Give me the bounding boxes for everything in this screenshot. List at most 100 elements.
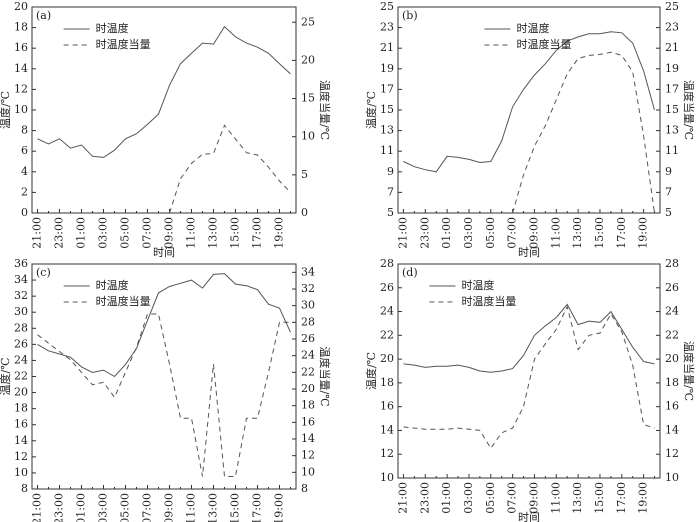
x-tick-label: 07:00	[141, 217, 154, 249]
y-tick-label: 8	[21, 482, 28, 495]
x-tick-label: 11:00	[549, 482, 562, 514]
y-tick-label: 14	[380, 423, 394, 436]
y2-tick-label: 10	[665, 471, 679, 484]
x-tick-label: 11:00	[549, 217, 562, 249]
x-tick-label: 07:00	[506, 217, 519, 249]
y2-tick-label: 5	[665, 206, 672, 219]
y-tick-label: 6	[21, 144, 28, 157]
x-tick-label: 23:00	[53, 493, 66, 522]
y-tick-label: 16	[14, 418, 28, 431]
y-tick-label: 14	[14, 62, 28, 75]
series-line	[169, 124, 291, 214]
legend-label: 时温度	[96, 278, 129, 292]
panel: 8 10 12 14 16 18 20 22 24 26 28 30 32 34 36 8 10 12 14 16 18…	[0, 257, 332, 522]
y2-tick-label: 26	[301, 332, 315, 345]
y2-tick-label: 13	[665, 124, 679, 137]
y2-tick-label: 24	[665, 305, 679, 318]
y-tick-label: 30	[14, 305, 28, 318]
y-axis-label: 温度/℃	[0, 91, 12, 129]
y2-tick-label: 9	[665, 165, 672, 178]
x-tick-label: 23:00	[418, 482, 431, 514]
x-tick-label: 05:00	[484, 482, 497, 514]
y2-tick-label: 25	[665, 0, 679, 13]
y2-axis-label: 温度当量/℃	[682, 341, 696, 401]
panel: 5 7 9 11 13 15 17 19 21 23 25 5 7 9 11 13 15 17 19 21 23 25 21…	[364, 0, 696, 259]
plot-frame	[397, 263, 661, 479]
y2-tick-label: 11	[665, 144, 679, 157]
y2-tick-label: 15	[301, 92, 315, 105]
x-tick-label: 21:00	[396, 217, 409, 249]
y-tick-label: 22	[380, 328, 394, 341]
series-line	[403, 305, 655, 450]
x-tick-label: 09:00	[163, 493, 176, 522]
y2-tick-label: 22	[665, 328, 679, 341]
plot-frame	[31, 6, 297, 214]
x-tick-label: 21:00	[396, 482, 409, 514]
x-tick-label: 17:00	[251, 493, 264, 522]
x-axis-label: 时间	[518, 511, 540, 522]
y-tick-label: 12	[14, 82, 28, 95]
series-line	[37, 25, 291, 158]
y-tick-label: 13	[380, 124, 394, 137]
x-tick-label: 01:00	[75, 217, 88, 249]
y2-tick-label: 30	[301, 299, 315, 312]
x-tick-label: 17:00	[251, 217, 264, 249]
y-tick-label: 16	[380, 400, 394, 413]
y-tick-label: 12	[14, 450, 28, 463]
y-tick-label: 15	[380, 103, 394, 116]
y-tick-label: 20	[14, 0, 28, 13]
y-tick-label: 8	[21, 124, 28, 137]
y2-tick-label: 0	[301, 206, 308, 219]
y2-tick-label: 7	[665, 185, 672, 198]
panel-label: (b)	[402, 9, 418, 22]
legend-label: 时温度当量	[516, 37, 571, 51]
panel-label: (a)	[36, 9, 51, 22]
y-tick-label: 34	[14, 273, 28, 286]
y2-axis-label: 温度当量/℃	[318, 346, 332, 406]
y2-tick-label: 21	[665, 41, 679, 54]
y2-tick-label: 20	[301, 382, 315, 395]
y2-tick-label: 24	[301, 349, 315, 362]
y2-axis-label: 温度当量/℃	[682, 80, 696, 140]
y2-tick-label: 15	[665, 103, 679, 116]
x-tick-label: 15:00	[593, 217, 606, 249]
y2-tick-label: 25	[301, 15, 315, 28]
y2-axis-label: 温度当量/℃	[318, 80, 332, 140]
y2-tick-label: 5	[301, 168, 308, 181]
x-tick-label: 13:00	[207, 217, 220, 249]
panel: 0 2 4 6 8 10 12 14 16 18 20 0 5 10 15 20 25 21:00 23:00 01:…	[0, 0, 332, 259]
x-tick-label: 07:00	[141, 493, 154, 522]
y2-tick-label: 32	[301, 282, 315, 295]
y-tick-label: 24	[14, 353, 28, 366]
legend-label: 时温度当量	[96, 294, 151, 308]
y2-tick-label: 18	[301, 399, 315, 412]
legend-label: 时温度	[461, 278, 494, 292]
legend-label: 时温度当量	[461, 294, 516, 308]
y2-tick-label: 10	[301, 465, 315, 478]
x-tick-label: 21:00	[31, 217, 44, 249]
x-tick-label: 09:00	[163, 217, 176, 249]
y-tick-label: 18	[380, 376, 394, 389]
panel: 10 12 14 16 18 20 22 24 26 28 10 12 14 16 18 20 22 24 26 28…	[364, 257, 696, 522]
x-tick-label: 13:00	[207, 493, 220, 522]
x-tick-label: 17:00	[615, 482, 628, 514]
x-tick-label: 03:00	[97, 217, 110, 249]
y-tick-label: 28	[14, 321, 28, 334]
x-tick-label: 19:00	[637, 217, 650, 249]
x-tick-label: 01:00	[440, 482, 453, 514]
x-tick-label: 19:00	[637, 482, 650, 514]
y-tick-label: 5	[387, 206, 394, 219]
y-tick-label: 16	[14, 41, 28, 54]
y2-tick-label: 34	[301, 265, 315, 278]
y2-tick-label: 18	[665, 376, 679, 389]
x-tick-label: 23:00	[418, 217, 431, 249]
y-axis-label: 温度/℃	[0, 357, 12, 395]
y2-tick-label: 26	[665, 281, 679, 294]
x-tick-label: 09:00	[527, 217, 540, 249]
y-tick-label: 26	[380, 281, 394, 294]
y-tick-label: 36	[14, 257, 28, 270]
x-tick-label: 21:00	[31, 493, 44, 522]
legend-label: 时温度	[96, 21, 129, 35]
y2-tick-label: 20	[301, 53, 315, 66]
